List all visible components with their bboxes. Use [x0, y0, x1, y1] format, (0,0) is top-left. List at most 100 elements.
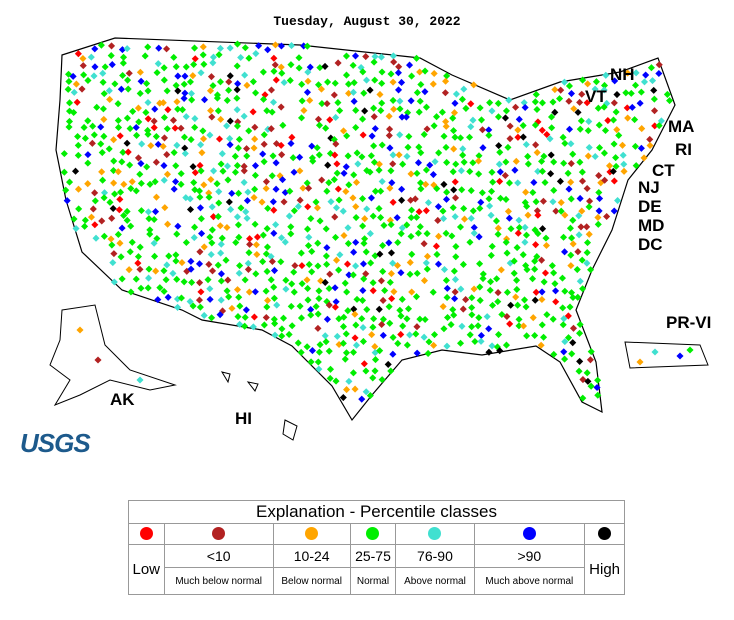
site-dot — [423, 265, 431, 273]
legend-range: >90 — [473, 544, 586, 568]
site-dot — [298, 97, 306, 105]
site-dot — [440, 215, 448, 223]
site-dot — [389, 259, 397, 267]
site-dot — [560, 315, 568, 323]
site-dot — [159, 142, 167, 150]
site-dot — [237, 204, 245, 212]
site-dot — [196, 279, 204, 287]
site-dot — [487, 211, 495, 219]
site-dot — [468, 294, 476, 302]
site-dot — [333, 332, 341, 340]
site-dot — [521, 103, 529, 112]
site-dot — [314, 310, 322, 318]
site-dot — [174, 87, 182, 95]
site-dot — [564, 334, 573, 342]
site-dot — [136, 89, 144, 97]
site-dot — [321, 332, 329, 340]
site-dot — [578, 177, 587, 185]
site-dot — [200, 243, 208, 251]
site-dot — [540, 152, 548, 160]
site-dot — [666, 97, 674, 105]
site-dot — [240, 178, 248, 186]
site-dot — [116, 132, 124, 140]
legend-dot — [305, 527, 319, 541]
site-dot — [470, 81, 478, 89]
site-dot — [533, 207, 541, 215]
site-dot — [342, 330, 350, 338]
site-dot — [451, 213, 459, 221]
site-dot — [217, 240, 225, 248]
site-dot — [425, 338, 433, 346]
site-dot — [561, 287, 569, 295]
site-dot — [206, 295, 214, 303]
site-dot — [439, 302, 447, 311]
site-dot — [475, 152, 483, 160]
site-dot — [363, 306, 371, 314]
site-dot — [476, 104, 484, 112]
site-dot — [429, 80, 437, 88]
site-dot — [413, 349, 421, 357]
site-dot — [564, 312, 572, 320]
site-dot — [496, 168, 504, 176]
site-dot — [612, 108, 620, 116]
site-dot — [413, 213, 421, 221]
site-dot — [296, 196, 304, 204]
site-dot — [521, 238, 529, 246]
site-dot — [551, 108, 559, 116]
site-dot — [558, 274, 567, 282]
site-dot — [331, 213, 339, 221]
site-dot — [110, 157, 118, 165]
site-dot — [259, 258, 267, 266]
site-dot — [234, 118, 242, 126]
site-dot — [360, 360, 368, 368]
site-dot — [505, 96, 513, 104]
site-dot — [313, 204, 322, 212]
site-dot — [163, 45, 171, 53]
site-dot — [110, 179, 118, 187]
site-dot — [650, 95, 658, 103]
site-dot — [538, 295, 546, 304]
site-dot — [567, 140, 575, 148]
site-dot — [375, 160, 383, 168]
site-dot — [244, 259, 252, 267]
site-dot — [403, 315, 411, 323]
legend-description: Much below normal — [163, 567, 274, 595]
site-dot — [335, 266, 343, 274]
site-dot — [403, 221, 411, 229]
site-dot — [196, 193, 204, 201]
site-dot — [403, 341, 411, 349]
site-dot — [466, 167, 474, 176]
site-dot — [137, 284, 145, 292]
site-dot — [397, 312, 405, 320]
site-dot — [353, 295, 361, 303]
site-dot — [118, 224, 126, 232]
site-dot — [449, 306, 457, 314]
site-dot — [550, 186, 558, 194]
site-dot — [349, 194, 357, 202]
site-dot — [145, 274, 153, 282]
site-dot — [361, 235, 369, 243]
site-dot — [145, 265, 153, 273]
site-dot — [378, 79, 386, 87]
site-dot — [559, 321, 567, 329]
site-dot — [462, 104, 470, 112]
site-dot — [263, 243, 272, 251]
site-dot — [475, 314, 483, 322]
site-dot — [134, 154, 142, 162]
site-dot — [195, 187, 203, 195]
site-dot — [577, 223, 585, 231]
site-dot — [341, 355, 349, 363]
site-dot — [314, 358, 322, 366]
site-dot — [585, 143, 593, 152]
site-dot — [209, 59, 217, 67]
site-dot — [129, 107, 137, 115]
site-dot — [395, 151, 403, 159]
site-dot — [299, 184, 307, 192]
site-dot — [174, 105, 182, 113]
site-dot — [304, 225, 312, 233]
site-dot — [65, 77, 73, 85]
site-dot — [241, 313, 249, 321]
site-dot — [389, 52, 397, 60]
site-dot — [98, 149, 106, 157]
site-dot — [547, 170, 555, 178]
